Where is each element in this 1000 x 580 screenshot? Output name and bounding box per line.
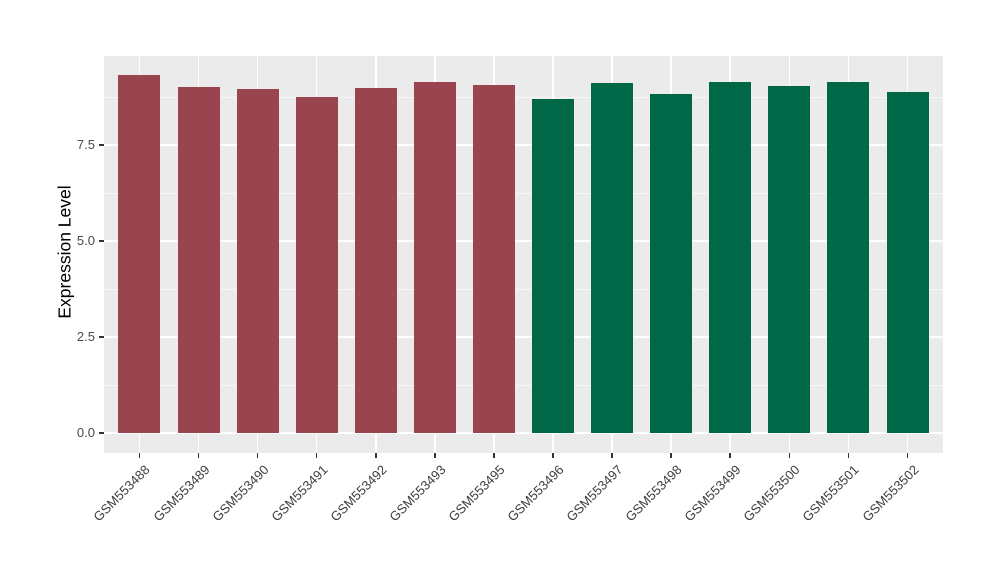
gridline-major [104, 144, 943, 146]
x-axis-tick [552, 453, 554, 458]
x-axis-tick-label: GSM553491 [268, 462, 331, 525]
x-axis-tick-label: GSM553496 [504, 462, 567, 525]
y-axis-tick-label: 0.0 [76, 425, 95, 440]
x-axis-tick-label: GSM553501 [799, 462, 863, 525]
x-axis-tick [493, 453, 495, 458]
bar-GSM553496 [532, 98, 575, 433]
x-axis-tick-label: GSM553489 [149, 462, 213, 525]
bar-GSM553493 [413, 82, 456, 433]
bar-GSM553489 [177, 86, 220, 433]
x-axis-tick [670, 453, 672, 458]
gridline-major [104, 240, 943, 242]
y-axis-tick [99, 336, 104, 338]
y-axis-tick [99, 240, 104, 242]
x-axis-tick-label: GSM553497 [563, 462, 626, 525]
y-axis-tick [99, 144, 104, 146]
bar-GSM553492 [354, 87, 397, 433]
x-axis-tick [197, 453, 200, 458]
bar-GSM553498 [650, 93, 693, 433]
x-axis-tick [847, 453, 850, 458]
x-axis-tick-label: GSM553500 [740, 462, 803, 525]
y-axis-tick-label: 2.5 [76, 329, 95, 344]
x-axis-tick [138, 453, 141, 458]
plot-panel [104, 56, 943, 453]
gridline-minor [104, 96, 943, 98]
x-axis-tick [729, 453, 732, 458]
bar-GSM553490 [236, 88, 279, 433]
x-axis-tick-label: GSM553499 [681, 462, 744, 525]
x-axis-tick [256, 453, 259, 458]
y-axis-tick [99, 432, 104, 434]
bar-GSM553502 [886, 92, 929, 433]
bar-GSM553495 [472, 85, 515, 433]
gridline-minor [104, 192, 943, 194]
x-axis-tick [374, 453, 377, 458]
bar-GSM553500 [768, 85, 811, 433]
x-axis-tick-label: GSM553493 [386, 462, 449, 525]
x-axis-tick-label: GSM553495 [445, 462, 508, 525]
y-axis-tick-label: 5.0 [76, 233, 95, 248]
x-axis-tick-label: GSM553488 [90, 462, 154, 525]
gridline-minor [104, 288, 943, 290]
bar-GSM553499 [709, 82, 752, 433]
x-axis-tick-label: GSM553498 [622, 462, 685, 525]
x-axis-tick [906, 453, 909, 458]
gridline-minor [104, 384, 943, 386]
gridline-major [104, 336, 943, 338]
x-axis-tick [788, 453, 791, 458]
x-axis-tick-label: GSM553502 [858, 462, 922, 525]
y-axis-tick-label: 7.5 [76, 137, 95, 152]
bar-GSM553491 [295, 96, 338, 433]
x-axis-tick-label: GSM553490 [209, 462, 272, 525]
bar-GSM553497 [591, 82, 634, 433]
x-axis-tick [434, 453, 436, 458]
gridline-major [104, 432, 943, 434]
y-axis-title: Expression Level [54, 185, 75, 319]
bar-GSM553488 [118, 75, 161, 433]
x-axis-tick [611, 453, 613, 458]
x-axis-tick [315, 453, 318, 458]
bar-GSM553501 [827, 82, 870, 433]
x-axis-tick-label: GSM553492 [327, 462, 390, 525]
